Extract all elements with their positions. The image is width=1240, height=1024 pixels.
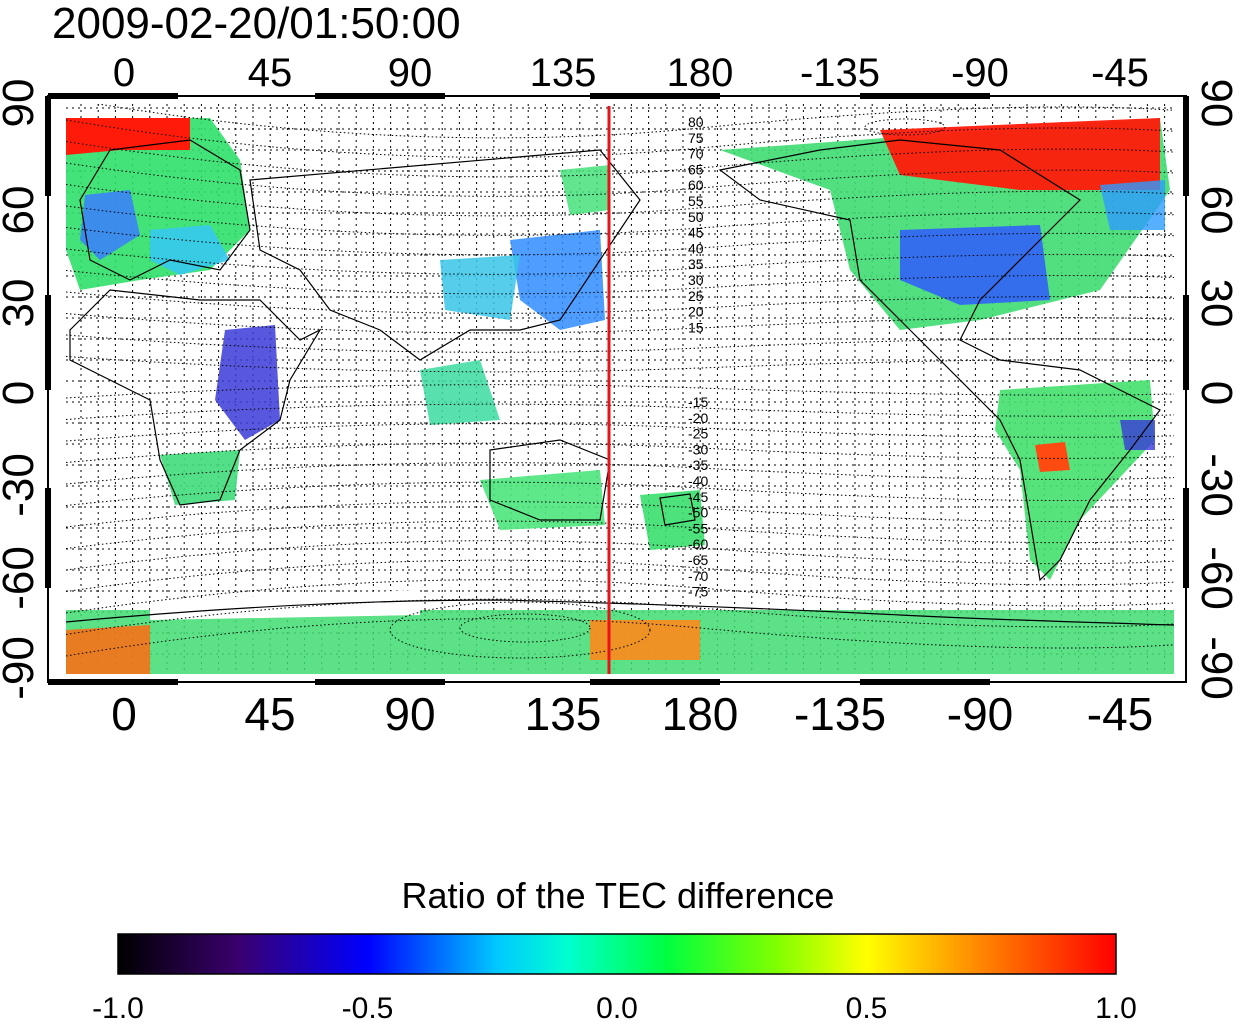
tec-data-patches (66, 118, 1174, 674)
top-longitude-tick-label: -90 (951, 51, 1009, 95)
contour-label: -65 (688, 552, 708, 568)
right-latitude-tick-label: 0 (1192, 381, 1240, 405)
bottom-longitude-tick-label: -45 (1087, 688, 1153, 740)
right-latitude-tick-label: -60 (1192, 546, 1240, 610)
top-longitude-axis: 0 45 90 135 180 -135 -90 -45 (113, 51, 1149, 95)
colorbar-tick-label: 1.0 (1095, 992, 1137, 1024)
magnetic-latitude-contours (66, 104, 1174, 659)
contour-label: 55 (688, 193, 704, 209)
bottom-longitude-axis: 0 45 90 135 180 -135 -90 -45 (111, 688, 1153, 740)
contour-label: 80 (688, 114, 704, 130)
contour-label: -50 (688, 505, 708, 521)
left-latitude-tick-label: 60 (0, 186, 43, 235)
bottom-longitude-tick-label: 0 (111, 688, 137, 740)
right-latitude-tick-label: 60 (1192, 186, 1240, 235)
left-latitude-tick-label: 90 (0, 79, 43, 128)
contour-label: -30 (688, 441, 708, 457)
contour-label: -40 (688, 473, 708, 489)
right-latitude-tick-label: 90 (1192, 79, 1240, 128)
top-longitude-tick-label: 0 (113, 51, 135, 95)
bottom-longitude-tick-label: 180 (662, 688, 739, 740)
contour-label: 70 (688, 146, 704, 162)
colorbar-tick-label: 0.5 (846, 992, 888, 1024)
frame-tick-bars (45, 93, 1189, 685)
timestamp-title: 2009-02-20/01:50:00 (52, 0, 461, 48)
contour-label: -75 (688, 584, 708, 600)
contour-label: -35 (688, 457, 708, 473)
contour-label: 75 (688, 130, 704, 146)
top-longitude-tick-label: 90 (388, 51, 433, 95)
bottom-longitude-tick-label: 90 (384, 688, 435, 740)
bottom-longitude-tick-label: 45 (244, 688, 295, 740)
colorbar-tick-label: -0.5 (342, 992, 394, 1024)
top-longitude-tick-label: -45 (1091, 51, 1149, 95)
contour-label: -60 (688, 536, 708, 552)
right-latitude-tick-label: 30 (1192, 279, 1240, 328)
contour-label: 50 (688, 209, 704, 225)
bottom-longitude-tick-label: -135 (794, 688, 886, 740)
contour-label: -25 (688, 426, 708, 442)
contour-label: -55 (688, 520, 708, 536)
contour-label: 20 (688, 304, 704, 320)
left-latitude-axis: 90 60 30 0 -30 -60 -90 (0, 79, 43, 700)
colorbar-ticks: -1.0 -0.5 0.0 0.5 1.0 (92, 992, 1137, 1024)
top-longitude-tick-label: 135 (530, 51, 597, 95)
contour-label: -70 (688, 568, 708, 584)
colorbar-tick-label: -1.0 (92, 992, 144, 1024)
right-latitude-tick-label: -90 (1192, 636, 1240, 700)
left-latitude-tick-label: -30 (0, 453, 43, 517)
left-latitude-tick-label: 30 (0, 279, 43, 328)
top-longitude-tick-label: 180 (667, 51, 734, 95)
coastlines (66, 139, 1174, 626)
left-latitude-tick-label: -90 (0, 636, 43, 700)
contour-label: 15 (688, 319, 704, 335)
contour-label: -45 (688, 489, 708, 505)
right-latitude-tick-label: -30 (1192, 453, 1240, 517)
contour-label: 30 (688, 272, 704, 288)
contour-label: 25 (688, 288, 704, 304)
right-latitude-axis: 90 60 30 0 -30 -60 -90 (1192, 79, 1240, 700)
contour-label: 40 (688, 240, 704, 256)
left-latitude-tick-label: 0 (0, 381, 43, 405)
bottom-longitude-tick-label: -90 (947, 688, 1013, 740)
colorbar-tick-label: 0.0 (596, 992, 638, 1024)
contour-label: -15 (688, 394, 708, 410)
contour-label: 35 (688, 256, 704, 272)
contour-label: 45 (688, 225, 704, 241)
top-longitude-tick-label: -135 (800, 51, 880, 95)
contour-label: -20 (688, 410, 708, 426)
contour-label: 65 (688, 161, 704, 177)
bottom-longitude-tick-label: 135 (525, 688, 602, 740)
colorbar-title: Ratio of the TEC difference (402, 875, 835, 916)
top-longitude-tick-label: 45 (248, 51, 293, 95)
left-latitude-tick-label: -60 (0, 546, 43, 610)
colorbar (117, 933, 1117, 975)
contour-label: 60 (688, 177, 704, 193)
